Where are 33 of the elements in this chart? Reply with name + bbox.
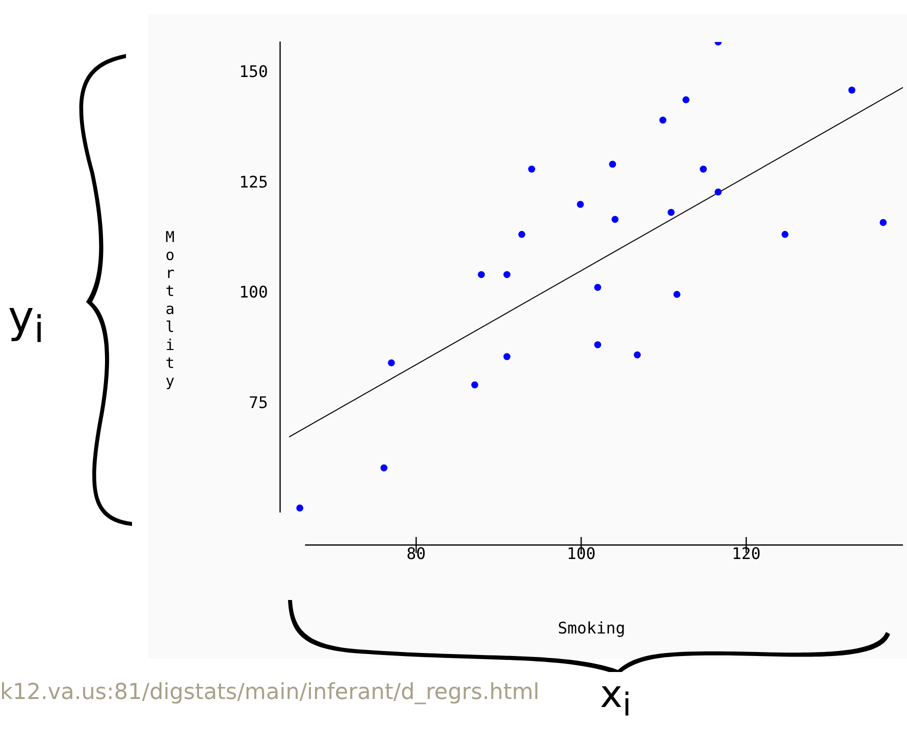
point	[782, 230, 788, 238]
point	[659, 116, 666, 124]
text: y$_{i}$	[8, 292, 44, 351]
y-tick-label: 125	[239, 172, 268, 192]
point	[594, 284, 602, 291]
text: k12.va.us:81/digstats/main/inferant/d_regrs.html	[0, 680, 540, 705]
x-axis-title: Smoking	[558, 618, 626, 638]
y-tick-label: 150	[239, 62, 268, 82]
point	[880, 219, 887, 226]
point	[576, 200, 584, 208]
point	[682, 96, 690, 104]
point	[594, 341, 602, 348]
point	[700, 166, 707, 173]
text: x$_{i}$	[600, 672, 632, 724]
point	[668, 208, 675, 216]
point	[612, 216, 619, 223]
point	[503, 271, 510, 278]
point	[673, 290, 680, 298]
point	[714, 188, 722, 196]
point	[503, 353, 510, 360]
y-tick-label: 100	[239, 282, 268, 302]
point	[609, 160, 616, 168]
point	[528, 166, 536, 173]
point	[478, 271, 485, 278]
point	[380, 464, 388, 472]
text: Mortality	[165, 228, 175, 390]
point	[296, 504, 304, 512]
point	[388, 359, 395, 366]
y-tick-label: 75	[248, 393, 268, 412]
point	[848, 86, 856, 94]
point	[634, 351, 641, 358]
point	[471, 381, 478, 388]
point	[518, 230, 526, 238]
